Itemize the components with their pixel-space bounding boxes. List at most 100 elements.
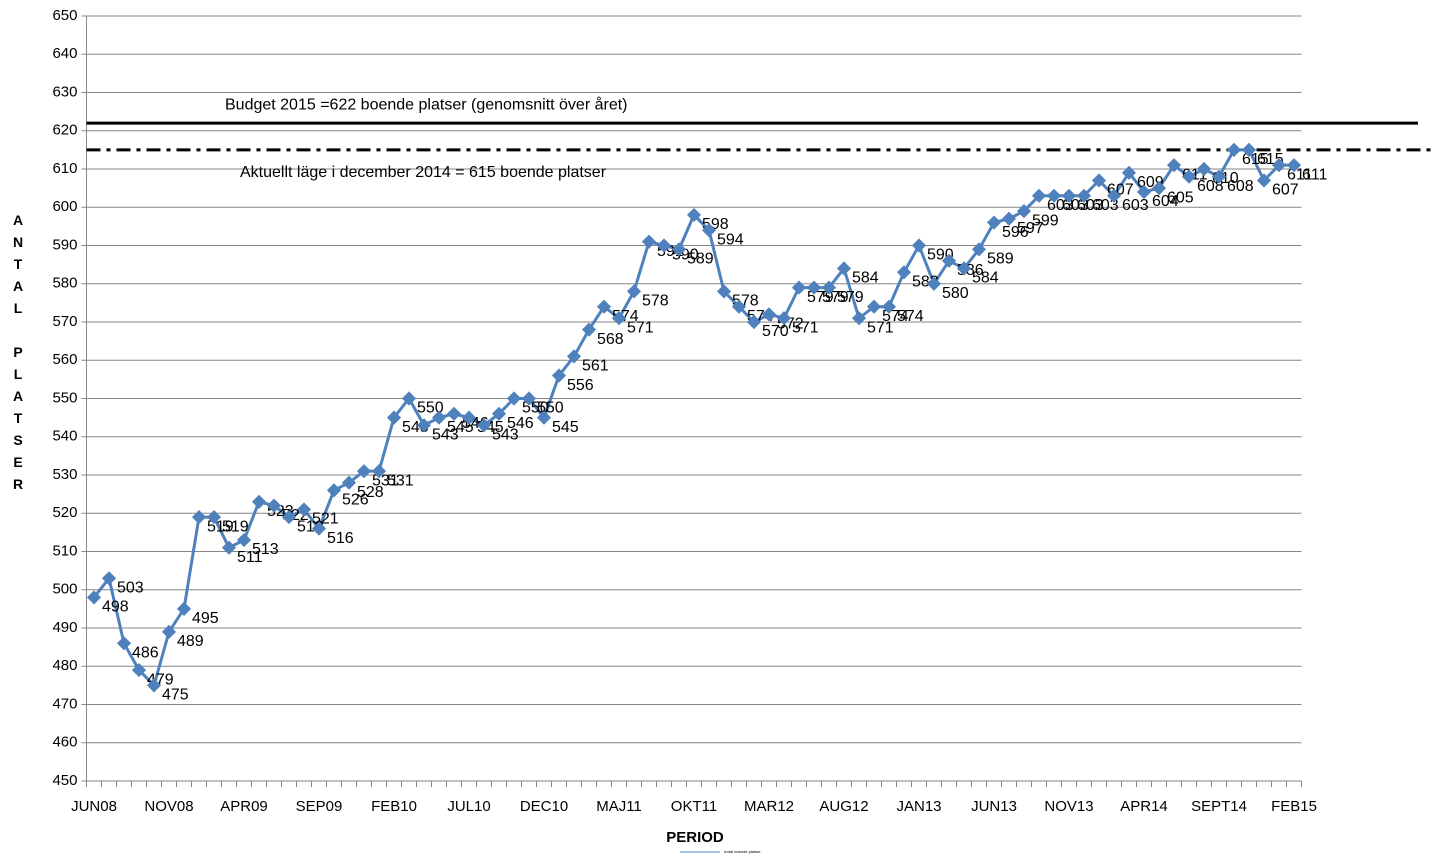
x-tick-label: NOV08 — [144, 798, 193, 815]
data-label: 597 — [1017, 220, 1044, 237]
data-label: 604 — [1152, 193, 1179, 210]
data-label: 528 — [357, 484, 384, 501]
data-point — [476, 418, 492, 433]
data-point — [446, 406, 462, 421]
data-point — [146, 678, 162, 693]
data-point — [656, 238, 672, 253]
data-point — [1061, 188, 1077, 203]
data-point — [1106, 188, 1122, 203]
data-point — [761, 307, 777, 322]
data-point — [1286, 158, 1302, 173]
data-point — [1091, 173, 1107, 188]
data-label: 571 — [792, 319, 819, 336]
data-label: 579 — [837, 289, 864, 306]
data-point — [956, 261, 972, 276]
y-tick-label: 650 — [52, 7, 77, 24]
y-tick-label: 510 — [52, 542, 77, 559]
x-axis-title: PERIOD — [666, 829, 724, 846]
data-point — [1136, 184, 1152, 200]
data-point — [1016, 204, 1032, 219]
series-line — [92, 148, 1294, 689]
x-tick-label: JUN13 — [971, 798, 1017, 815]
data-point — [131, 663, 147, 678]
y-tick-label: 450 — [52, 772, 77, 789]
data-point — [566, 349, 582, 364]
data-point — [626, 284, 642, 299]
data-label: 546 — [507, 415, 534, 432]
data-label: 556 — [567, 377, 594, 394]
y-tick-label: 480 — [52, 657, 77, 674]
data-label: 561 — [582, 358, 609, 375]
data-label: 603 — [1092, 197, 1119, 214]
data-point — [491, 406, 507, 421]
data-point — [821, 280, 837, 295]
data-label: 516 — [327, 530, 354, 547]
y-tick-label: 610 — [52, 160, 77, 177]
data-point — [416, 418, 432, 433]
data-label: 589 — [987, 251, 1014, 268]
data-point — [1001, 211, 1017, 226]
data-point — [611, 311, 627, 326]
data-point — [836, 261, 852, 276]
data-label: 607 — [1272, 182, 1299, 199]
x-tick-label: APR09 — [220, 798, 268, 815]
data-label: 526 — [342, 492, 369, 509]
data-label: 498 — [102, 599, 129, 616]
data-point — [806, 280, 822, 295]
data-label: 603 — [1122, 197, 1149, 214]
data-point — [851, 311, 867, 326]
data-point — [1256, 173, 1272, 188]
data-point — [731, 299, 747, 314]
data-point — [1046, 188, 1062, 203]
data-label: 584 — [972, 270, 999, 287]
y-tick-label: 600 — [52, 198, 77, 215]
data-point — [1181, 169, 1197, 184]
data-label: 571 — [867, 319, 894, 336]
x-tick-label: DEC10 — [520, 798, 568, 815]
data-point — [1076, 188, 1092, 203]
data-label: 605 — [1167, 189, 1194, 206]
y-tick-label: 500 — [52, 581, 77, 598]
data-point — [86, 590, 102, 605]
data-point — [191, 510, 207, 525]
data-label: 503 — [117, 579, 144, 596]
y-tick-label: 590 — [52, 236, 77, 253]
data-label: 489 — [177, 633, 204, 650]
data-point — [281, 510, 297, 525]
data-point — [431, 410, 447, 425]
data-point — [536, 410, 552, 425]
data-label: 545 — [552, 419, 579, 436]
y-tick-label: 630 — [52, 83, 77, 100]
data-point — [1211, 169, 1227, 184]
data-point — [386, 410, 402, 425]
data-point — [746, 314, 762, 330]
data-point — [251, 494, 267, 509]
data-point — [866, 299, 882, 314]
data-label: 596 — [1002, 224, 1029, 241]
reference-label: Aktuellt läge i december 2014 = 615 boen… — [240, 164, 607, 181]
data-point — [1121, 165, 1137, 180]
data-label: 580 — [942, 285, 969, 302]
y-tick-label: 470 — [52, 695, 77, 712]
data-point — [986, 215, 1002, 230]
data-point — [236, 532, 252, 548]
data-point — [1151, 181, 1167, 196]
x-tick-label: JAN13 — [896, 798, 941, 815]
data-point — [116, 636, 132, 651]
data-point — [716, 284, 732, 299]
data-point — [1166, 158, 1182, 173]
data-label: 608 — [1197, 178, 1224, 195]
y-tick-label: 530 — [52, 466, 77, 483]
data-label: 531 — [387, 472, 414, 489]
data-point — [941, 253, 957, 268]
data-point — [641, 234, 657, 249]
data-label: 570 — [762, 323, 789, 340]
x-tick-label: FEB15 — [1271, 798, 1317, 815]
y-tick-label: 620 — [52, 122, 77, 139]
data-point — [161, 624, 177, 639]
data-point — [1196, 161, 1212, 177]
y-tick-label: 490 — [52, 619, 77, 636]
data-point — [701, 223, 717, 238]
data-point — [461, 410, 477, 425]
data-point — [221, 540, 237, 555]
